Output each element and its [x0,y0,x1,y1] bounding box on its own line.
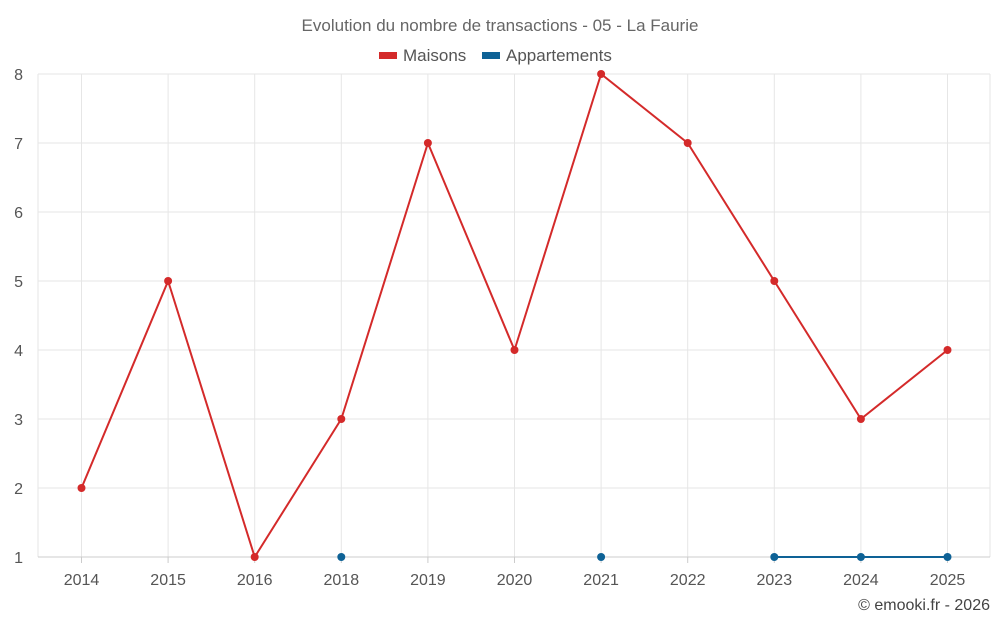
x-tick-label: 2022 [670,572,706,589]
credit-text: © emooki.fr - 2026 [858,597,990,614]
series-appartements [337,553,952,561]
data-point-appartements[interactable] [856,553,865,561]
x-tick-label: 2021 [583,572,619,589]
data-point-appartements[interactable] [943,553,952,561]
legend-label-appartements: Appartements [506,46,612,65]
x-tick-label: 2015 [150,572,186,589]
data-point-maisons[interactable] [943,346,952,354]
legend-label-maisons: Maisons [403,46,466,65]
data-point-appartements[interactable] [337,553,346,561]
data-point-appartements[interactable] [597,553,606,561]
series-maisons [77,70,952,561]
x-tick-label: 2018 [324,572,360,589]
data-point-maisons[interactable] [597,70,606,78]
x-tick-label: 2023 [757,572,793,589]
data-point-maisons[interactable] [856,415,865,423]
legend-item-appartements[interactable]: Appartements [482,46,612,65]
y-tick-label: 1 [14,550,23,567]
x-tick-label: 2024 [843,572,879,589]
x-tick-label: 2016 [237,572,273,589]
axes: 1 2 3 4 5 6 7 8 2014 2015 2016 2018 2019 2020 2021 2022… [14,67,991,589]
data-point-maisons[interactable] [510,346,519,354]
y-tick-label: 3 [14,412,23,429]
legend-swatch-appartements [482,52,500,59]
data-point-maisons[interactable] [77,484,86,492]
data-point-appartements[interactable] [770,553,779,561]
data-point-maisons[interactable] [164,277,173,285]
grid [38,73,990,557]
legend: Maisons Appartements [379,46,612,65]
x-tick-label: 2019 [410,572,446,589]
data-point-maisons[interactable] [770,277,779,285]
series [77,70,952,561]
data-point-maisons[interactable] [683,139,692,147]
data-point-maisons[interactable] [337,415,346,423]
x-tick-label: 2025 [930,572,966,589]
data-point-maisons[interactable] [423,139,432,147]
chart-title: Evolution du nombre de transactions - 05… [302,16,699,35]
y-tick-label: 6 [14,205,23,222]
y-tick-label: 2 [14,481,23,498]
y-tick-label: 8 [14,67,23,84]
legend-swatch-maisons [379,52,397,59]
x-tick-label: 2014 [64,572,100,589]
legend-item-maisons[interactable]: Maisons [379,46,466,65]
data-point-maisons[interactable] [250,553,259,561]
x-tick-label: 2020 [497,572,533,589]
y-tick-label: 4 [14,343,23,360]
y-tick-label: 7 [14,136,23,153]
y-tick-label: 5 [14,274,23,291]
